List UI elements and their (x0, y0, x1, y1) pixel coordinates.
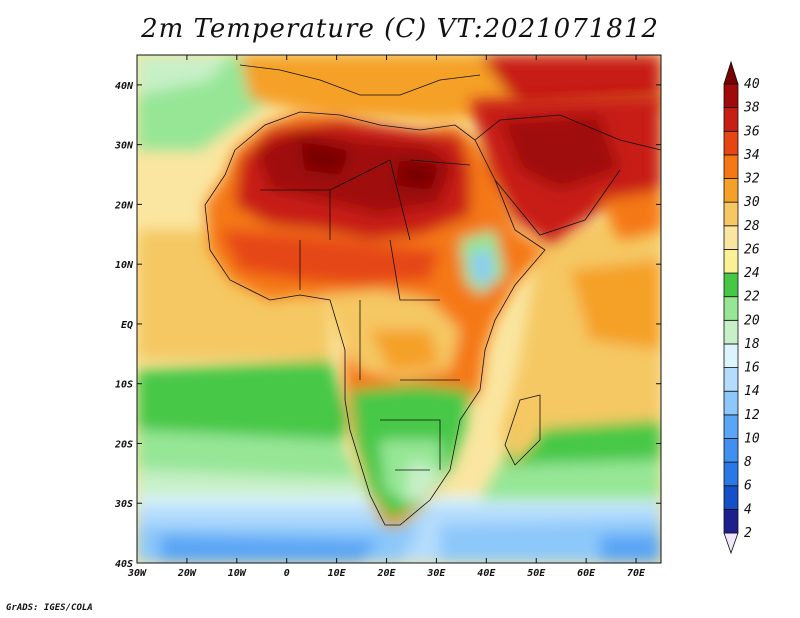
colorbar-swatch (723, 178, 739, 203)
colorbar-label: 30 (743, 195, 760, 210)
africa-landmass (205, 95, 661, 525)
lat-tick-label: 40S (115, 559, 133, 570)
colorbar-swatch (723, 343, 739, 368)
map-frame (136, 54, 662, 564)
colorbar-label: 36 (743, 124, 760, 139)
lat-tick-label: 10S (115, 380, 133, 391)
colorbar-label: 28 (744, 219, 760, 234)
lat-tick-label: 10N (115, 260, 134, 271)
colorbar-label: 32 (743, 172, 760, 187)
lat-tick-label: 30N (114, 141, 134, 152)
colorbar-swatch (723, 296, 739, 321)
colorbar-swatch (723, 201, 739, 227)
lon-tick-label: 50E (527, 568, 546, 579)
colorbar-label: 26 (744, 242, 760, 257)
colorbar-swatch (723, 225, 739, 250)
colorbar-swatch (723, 319, 739, 345)
lon-tick-label: 30W (127, 568, 147, 579)
lon-tick-label: 20W (177, 568, 197, 579)
colorbar-swatch (723, 249, 739, 274)
lon-tick-label: 30E (426, 568, 446, 579)
colorbar-label: 14 (744, 384, 760, 399)
colorbar-high-triangle (723, 60, 739, 85)
colorbar-label: 18 (744, 337, 760, 352)
longitude-axis: 30W 20W 10W 0 10E 20E 30E 40E 50E 60E 70E (127, 55, 646, 579)
colorbar-label: 34 (743, 148, 760, 163)
colorbar-swatch (723, 485, 739, 510)
colorbar-label: 38 (743, 101, 760, 116)
colorbar-label: 4 (744, 502, 752, 517)
lon-tick-label: 40E (477, 568, 496, 579)
colorbar-swatch (723, 130, 739, 156)
lon-tick-label: 70E (627, 568, 646, 579)
colorbar-label: 22 (744, 290, 760, 305)
map-title: 2m Temperature (C) VT:2021071812 (141, 14, 659, 44)
colorbar-swatch (723, 107, 739, 132)
colorbar-swatch (723, 461, 739, 487)
lat-tick-label: 20N (114, 200, 134, 211)
colorbar-swatch (723, 83, 739, 109)
temperature-field (137, 55, 661, 563)
colorbar-label: 40 (744, 77, 760, 92)
coastlines (204, 64, 661, 526)
latitude-axis: 40N 30N 20N 10N EQ 10S 20S 30S 40S (114, 81, 661, 570)
colorbar-label: 10 (744, 431, 760, 446)
lat-tick-label: EQ (121, 320, 133, 331)
colorbar-low-triangle (723, 532, 739, 555)
colorbar-swatch (723, 414, 739, 439)
lon-tick-label: 0 (284, 568, 290, 579)
colorbar-swatch (723, 390, 739, 416)
colorbar-label: 8 (744, 455, 752, 470)
colorbar-label: 16 (744, 361, 760, 376)
lon-tick-label: 10E (328, 568, 347, 579)
colorbar-swatch (723, 508, 739, 534)
colorbar-label: 24 (744, 266, 760, 281)
lon-tick-label: 60E (577, 568, 596, 579)
lat-tick-label: 20S (114, 439, 133, 450)
lat-tick-label: 30S (114, 499, 133, 510)
colorbar-swatch (723, 154, 739, 179)
colorbar-label: 2 (744, 526, 752, 541)
colorbar-swatch (723, 438, 739, 463)
colorbar-label: 6 (744, 479, 752, 494)
colorbar-label: 12 (744, 408, 760, 423)
lon-tick-label: 20E (376, 568, 396, 579)
lon-tick-label: 10W (228, 568, 247, 579)
colorbar-swatch (723, 367, 739, 392)
lat-tick-label: 40N (115, 81, 134, 92)
colorbar-label: 20 (744, 313, 760, 328)
colorbar-swatch (723, 272, 739, 298)
credit-label: GrADS: IGES/COLA (6, 603, 93, 613)
